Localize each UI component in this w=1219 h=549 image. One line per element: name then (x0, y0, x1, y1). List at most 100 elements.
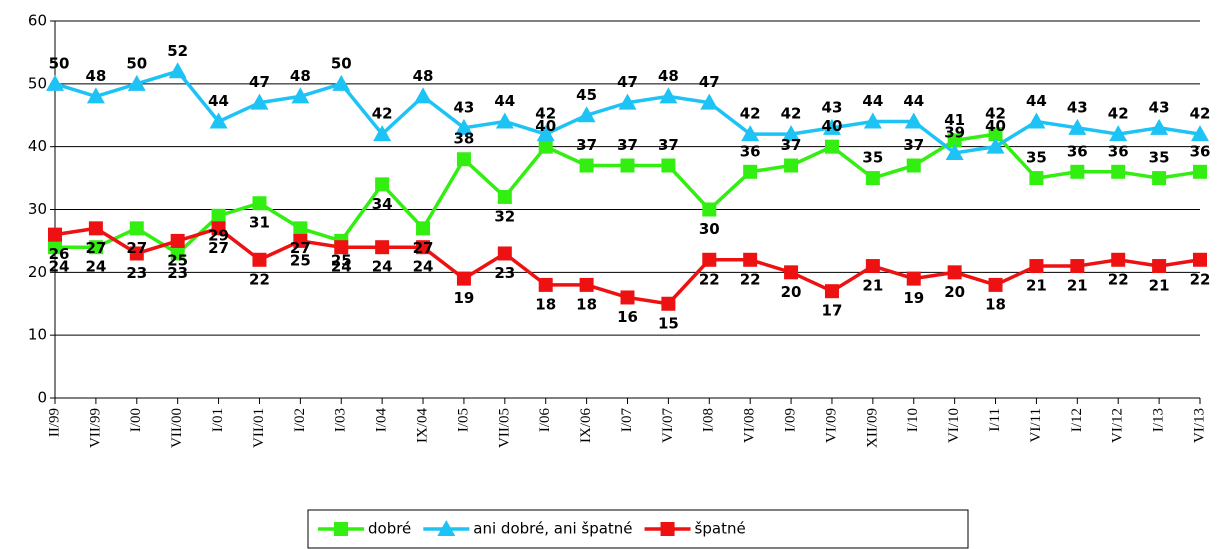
value-label: 37 (781, 136, 802, 154)
marker (373, 125, 392, 142)
marker (784, 158, 799, 173)
marker (291, 87, 310, 104)
x-tick-label: VI/13 (1191, 408, 1207, 443)
value-label: 36 (740, 142, 761, 160)
marker (1193, 164, 1207, 179)
value-label: 44 (1026, 92, 1047, 110)
value-label: 35 (862, 149, 883, 167)
value-label: 19 (903, 289, 924, 307)
value-label: 41 (944, 111, 965, 129)
x-tick-label: VI/07 (660, 408, 676, 443)
x-tick-label: I/13 (1151, 408, 1167, 432)
value-label: 22 (699, 270, 720, 288)
marker (865, 171, 880, 186)
value-label: 40 (822, 117, 843, 135)
marker (620, 158, 635, 173)
marker (986, 137, 1005, 154)
legend-label: dobré (368, 520, 411, 538)
value-label: 44 (862, 92, 883, 110)
marker (293, 233, 308, 248)
value-label: 24 (372, 258, 393, 276)
marker (1070, 164, 1085, 179)
marker (661, 296, 676, 311)
value-label: 43 (1067, 98, 1088, 116)
marker (988, 277, 1003, 292)
value-label: 37 (576, 136, 597, 154)
x-tick-label: VI/08 (742, 408, 758, 443)
value-label: 40 (985, 117, 1006, 135)
value-label: 50 (126, 54, 147, 72)
marker (48, 240, 62, 255)
y-tick-label: 30 (28, 200, 47, 218)
value-label: 50 (49, 54, 70, 72)
x-tick-label: I/06 (537, 408, 553, 433)
value-label: 36 (1190, 142, 1211, 160)
legend-label: špatné (695, 520, 746, 538)
value-label: 20 (944, 283, 965, 301)
marker (416, 221, 431, 236)
marker (1109, 125, 1128, 142)
value-label: 42 (781, 105, 802, 123)
marker (904, 112, 923, 129)
y-tick-label: 20 (28, 263, 47, 281)
value-label: 27 (208, 239, 229, 257)
value-label: 44 (903, 92, 924, 110)
marker (1150, 118, 1169, 135)
value-label: 50 (331, 54, 352, 72)
x-tick-label: VII/00 (169, 408, 185, 448)
marker (211, 208, 226, 223)
value-label: 32 (494, 207, 515, 225)
value-label: 21 (862, 277, 883, 295)
value-label: 16 (617, 308, 638, 326)
marker (865, 259, 880, 274)
value-label: 24 (85, 258, 106, 276)
value-label: 43 (1149, 98, 1170, 116)
marker (88, 221, 103, 236)
value-label: 31 (249, 214, 270, 232)
x-tick-label: I/07 (619, 408, 635, 433)
x-tick-label: I/01 (210, 408, 226, 432)
value-label: 24 (413, 258, 434, 276)
y-tick-label: 50 (28, 74, 47, 92)
value-label: 37 (617, 136, 638, 154)
x-tick-label: I/03 (333, 408, 349, 432)
marker (414, 87, 433, 104)
marker (170, 233, 185, 248)
value-label: 22 (249, 270, 270, 288)
marker (456, 152, 471, 167)
value-label: 23 (126, 264, 147, 282)
x-tick-label: I/10 (905, 408, 921, 432)
value-label: 37 (658, 136, 679, 154)
marker (945, 143, 964, 160)
marker (211, 221, 226, 236)
value-label: 22 (740, 270, 761, 288)
marker (536, 125, 555, 142)
marker (129, 221, 144, 236)
value-label: 47 (699, 73, 720, 91)
value-label: 30 (699, 220, 720, 238)
marker (86, 87, 105, 104)
x-tick-label: VI/09 (823, 408, 839, 443)
x-tick-label: I/12 (1069, 408, 1085, 432)
marker (332, 74, 351, 91)
value-label: 20 (781, 283, 802, 301)
marker (497, 246, 512, 261)
value-label: 40 (535, 117, 556, 135)
marker (88, 240, 103, 255)
marker (702, 252, 717, 267)
value-label: 36 (1067, 142, 1088, 160)
value-label: 34 (372, 195, 393, 213)
x-tick-label: I/11 (987, 408, 1003, 432)
value-label: 42 (372, 105, 393, 123)
marker (334, 240, 349, 255)
marker (620, 290, 635, 305)
value-label: 23 (167, 264, 188, 282)
value-label: 48 (85, 67, 106, 85)
marker (702, 202, 717, 217)
marker (209, 112, 228, 129)
y-tick-label: 60 (28, 12, 47, 30)
marker (416, 240, 431, 255)
marker (1070, 259, 1085, 274)
value-label: 21 (1149, 277, 1170, 295)
marker (252, 196, 267, 211)
